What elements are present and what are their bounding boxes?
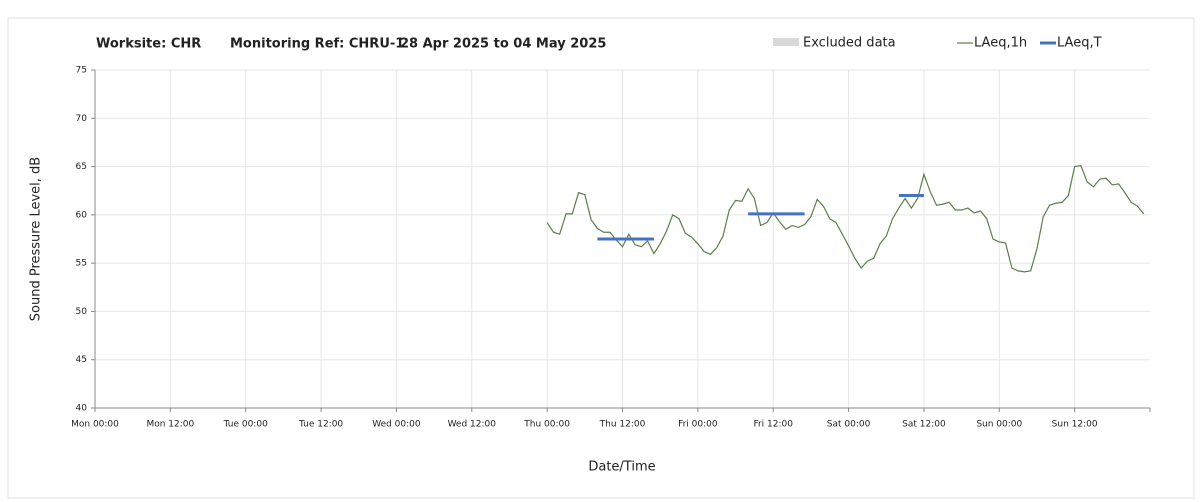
chart-title: Worksite: CHR [96,37,201,52]
x-tick-label: Thu 12:00 [599,420,646,430]
y-tick-label: 60 [76,210,88,220]
x-tick-label: Mon 00:00 [71,420,119,430]
legend-label: LAeq,T [1057,36,1102,51]
x-tick-label: Sun 00:00 [976,420,1022,430]
x-tick-label: Sun 12:00 [1052,420,1098,430]
chart-frame [7,17,1195,499]
x-axis-label: Date/Time [588,460,655,475]
y-tick-label: 40 [76,404,88,414]
y-axis-label: Sound Pressure Level, dB [29,157,44,321]
legend-label: Excluded data [803,36,896,51]
x-tick-label: Wed 00:00 [372,420,421,430]
x-tick-label: Tue 00:00 [223,420,268,430]
x-tick-label: Fri 12:00 [753,420,793,430]
x-tick-label: Wed 12:00 [448,420,497,430]
chart-period: 28 Apr 2025 to 04 May 2025 [400,37,606,52]
chart-subtitle: Monitoring Ref: CHRU-1 [230,37,404,52]
x-tick-label: Sat 00:00 [827,420,871,430]
y-tick-label: 50 [76,307,88,317]
x-tick-label: Fri 00:00 [678,420,718,430]
legend-label: LAeq,1h [974,36,1027,51]
y-tick-label: 75 [76,66,87,76]
y-tick-label: 55 [76,259,87,269]
x-tick-label: Sat 12:00 [902,420,946,430]
series-line [546,164,1145,273]
y-tick-label: 70 [76,114,88,124]
y-tick-label: 45 [76,355,87,365]
x-tick-label: Thu 00:00 [523,420,570,430]
x-tick-label: Mon 12:00 [146,420,194,430]
legend-swatch [773,38,799,46]
y-tick-label: 65 [76,162,87,172]
x-tick-label: Tue 12:00 [298,420,343,430]
